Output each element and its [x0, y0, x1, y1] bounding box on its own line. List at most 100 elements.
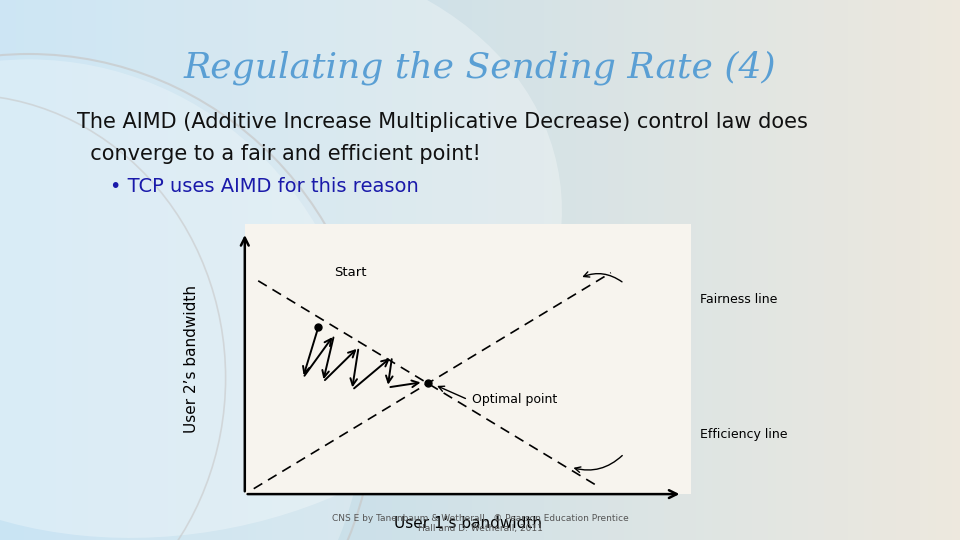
Bar: [832, 0, 840, 540]
Bar: [360, 0, 368, 540]
Bar: [712, 0, 720, 540]
Bar: [344, 0, 352, 540]
Bar: [816, 0, 824, 540]
Bar: [208, 0, 216, 540]
Bar: [200, 0, 208, 540]
Bar: [232, 0, 240, 540]
Bar: [488, 0, 496, 540]
Bar: [456, 0, 464, 540]
Bar: [608, 0, 616, 540]
Bar: [664, 0, 672, 540]
Bar: [128, 0, 136, 540]
Bar: [536, 0, 544, 540]
Bar: [912, 0, 920, 540]
Bar: [776, 0, 784, 540]
Bar: [472, 0, 480, 540]
Bar: [56, 0, 64, 540]
Bar: [384, 0, 392, 540]
Bar: [256, 0, 264, 540]
Bar: [640, 0, 648, 540]
Bar: [568, 0, 576, 540]
Bar: [176, 0, 184, 540]
Bar: [0, 0, 8, 540]
Bar: [224, 0, 232, 540]
Bar: [80, 0, 88, 540]
Bar: [432, 0, 440, 540]
Bar: [64, 0, 72, 540]
Bar: [144, 0, 152, 540]
Bar: [880, 0, 888, 540]
Text: The AIMD (Additive Increase Multiplicative Decrease) control law does: The AIMD (Additive Increase Multiplicati…: [77, 111, 807, 132]
Text: Start: Start: [334, 266, 367, 279]
Bar: [312, 0, 320, 540]
Bar: [928, 0, 936, 540]
Bar: [288, 0, 296, 540]
Bar: [72, 0, 80, 540]
Bar: [592, 0, 600, 540]
Bar: [192, 0, 200, 540]
Text: User 1’s bandwidth: User 1’s bandwidth: [394, 516, 542, 531]
Bar: [136, 0, 144, 540]
Bar: [744, 0, 752, 540]
Bar: [648, 0, 656, 540]
Bar: [544, 0, 552, 540]
Bar: [904, 0, 912, 540]
Bar: [760, 0, 768, 540]
Bar: [920, 0, 928, 540]
Bar: [632, 0, 640, 540]
Bar: [240, 0, 248, 540]
Bar: [512, 0, 520, 540]
Bar: [248, 0, 256, 540]
Bar: [160, 0, 168, 540]
Bar: [168, 0, 176, 540]
Bar: [40, 0, 48, 540]
Bar: [600, 0, 608, 540]
Bar: [296, 0, 304, 540]
Bar: [864, 0, 872, 540]
Bar: [624, 0, 632, 540]
Bar: [752, 0, 760, 540]
Bar: [520, 0, 528, 540]
Bar: [560, 0, 568, 540]
Bar: [704, 0, 712, 540]
Bar: [416, 0, 424, 540]
Text: User 2’s bandwidth: User 2’s bandwidth: [184, 285, 200, 433]
Bar: [728, 0, 736, 540]
Text: Fairness line: Fairness line: [700, 293, 778, 306]
Bar: [264, 0, 272, 540]
Bar: [8, 0, 16, 540]
Bar: [720, 0, 728, 540]
Bar: [936, 0, 944, 540]
Bar: [408, 0, 416, 540]
Bar: [24, 0, 32, 540]
Bar: [616, 0, 624, 540]
Bar: [376, 0, 384, 540]
Bar: [280, 0, 288, 540]
Bar: [672, 0, 680, 540]
Bar: [368, 0, 376, 540]
Bar: [896, 0, 904, 540]
Bar: [768, 0, 776, 540]
Bar: [48, 0, 56, 540]
Bar: [32, 0, 40, 540]
Bar: [392, 0, 400, 540]
Bar: [680, 0, 688, 540]
Bar: [272, 0, 280, 540]
Bar: [688, 0, 696, 540]
Bar: [152, 0, 160, 540]
Bar: [888, 0, 896, 540]
Text: converge to a fair and efficient point!: converge to a fair and efficient point!: [77, 144, 481, 164]
Bar: [848, 0, 856, 540]
Ellipse shape: [0, 0, 562, 538]
Bar: [336, 0, 344, 540]
Text: Optimal point: Optimal point: [472, 393, 558, 406]
Bar: [96, 0, 104, 540]
Text: Efficiency line: Efficiency line: [700, 428, 787, 441]
Bar: [856, 0, 864, 540]
Bar: [552, 0, 560, 540]
Bar: [584, 0, 592, 540]
Bar: [800, 0, 808, 540]
Bar: [656, 0, 664, 540]
Bar: [840, 0, 848, 540]
Bar: [448, 0, 456, 540]
